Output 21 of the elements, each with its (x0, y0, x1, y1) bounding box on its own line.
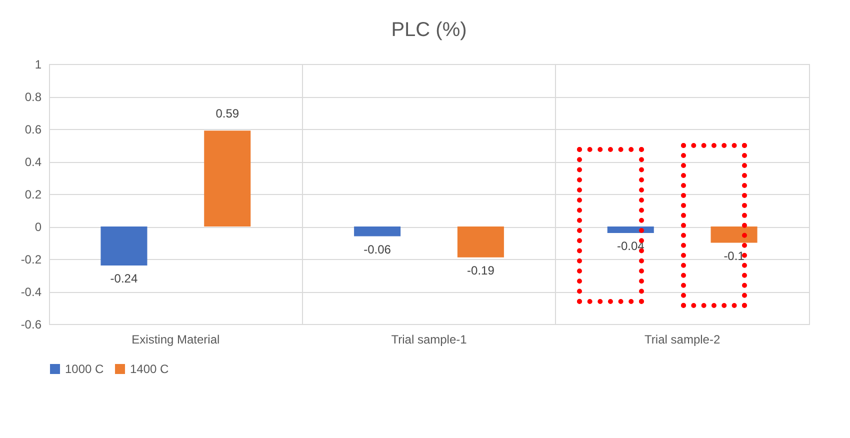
y-tick-label: 0 (34, 220, 42, 234)
legend-label: 1400 C (130, 362, 170, 376)
y-tick-label: -0.6 (20, 318, 42, 332)
x-tick-label: Existing Material (132, 332, 220, 346)
y-tick-label: 0.2 (24, 188, 42, 202)
data-label: 0.59 (216, 106, 240, 121)
y-tick-label: 1 (34, 58, 42, 72)
y-tick-label: 0.8 (24, 90, 42, 104)
data-label: -0.24 (110, 272, 138, 286)
data-label: -0.04 (616, 239, 645, 253)
data-label: -0.19 (467, 263, 495, 278)
legend-label: 1000 C (65, 362, 104, 376)
chart-title: PLC (%) (391, 19, 467, 41)
data-label: -0.06 (364, 242, 392, 256)
y-tick-label: 0.6 (24, 122, 42, 136)
y-tick-label: 0.4 (24, 155, 42, 169)
x-tick-label: Trial sample-1 (391, 332, 468, 346)
y-tick-label: -0.2 (20, 252, 42, 266)
y-tick-label: -0.4 (20, 285, 42, 299)
data-label: -0.1 (724, 248, 745, 263)
x-tick-label: Trial sample-2 (644, 332, 720, 346)
